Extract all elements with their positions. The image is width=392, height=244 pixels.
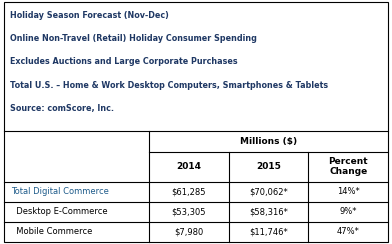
Text: Holiday Season Forecast (Nov-Dec): Holiday Season Forecast (Nov-Dec) [10, 11, 169, 20]
Text: $53,305: $53,305 [172, 207, 206, 216]
Text: Online Non-Travel (Retail) Holiday Consumer Spending: Online Non-Travel (Retail) Holiday Consu… [10, 34, 257, 43]
Text: Percent
Change: Percent Change [328, 157, 368, 176]
Text: $7,980: $7,980 [174, 227, 203, 236]
Text: $58,316*: $58,316* [249, 207, 288, 216]
Text: 14%*: 14%* [337, 187, 359, 196]
Text: $70,062*: $70,062* [249, 187, 288, 196]
Text: 9%*: 9%* [339, 207, 357, 216]
Text: Excludes Auctions and Large Corporate Purchases: Excludes Auctions and Large Corporate Pu… [10, 57, 238, 66]
Text: Mobile Commerce: Mobile Commerce [11, 227, 93, 236]
Text: Total Digital Commerce: Total Digital Commerce [11, 187, 109, 196]
Text: 2015: 2015 [256, 162, 281, 171]
Text: 47%*: 47%* [337, 227, 359, 236]
Text: $11,746*: $11,746* [249, 227, 288, 236]
Text: Millions ($): Millions ($) [240, 137, 297, 146]
Text: Desktop E-Commerce: Desktop E-Commerce [11, 207, 107, 216]
Text: 2014: 2014 [176, 162, 201, 171]
Text: $61,285: $61,285 [172, 187, 206, 196]
Text: Source: comScore, Inc.: Source: comScore, Inc. [10, 104, 114, 113]
Text: Total U.S. – Home & Work Desktop Computers, Smartphones & Tablets: Total U.S. – Home & Work Desktop Compute… [10, 81, 328, 90]
